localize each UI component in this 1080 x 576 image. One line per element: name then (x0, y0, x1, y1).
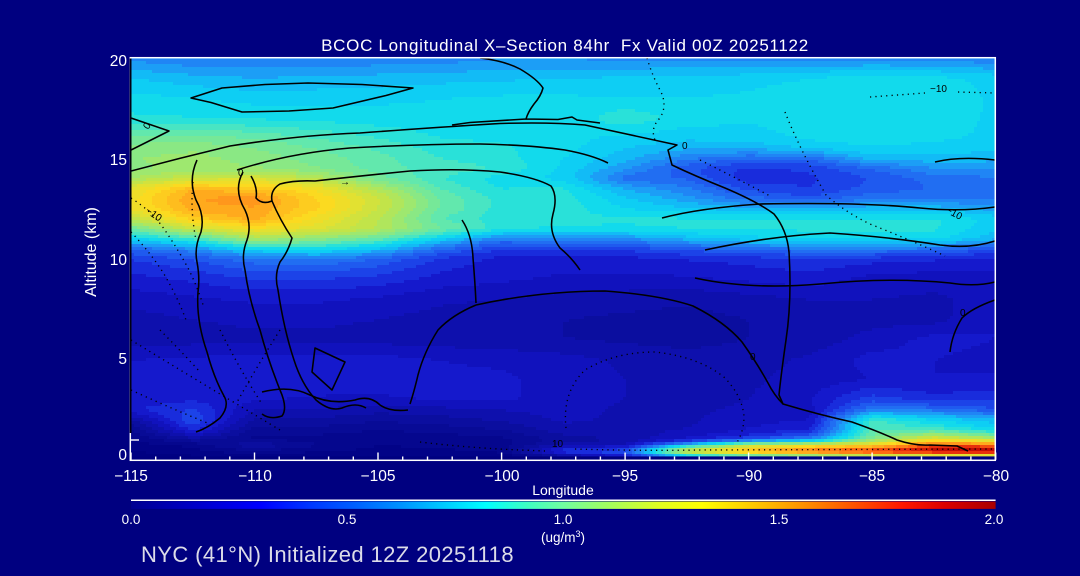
svg-text:−105: −105 (361, 468, 396, 485)
svg-text:5: 5 (118, 351, 127, 368)
svg-text:0: 0 (682, 141, 688, 152)
svg-text:−80: −80 (983, 468, 1010, 485)
svg-text:→: → (340, 177, 350, 188)
svg-text:NYC (41°N) Initialized 12Z 202: NYC (41°N) Initialized 12Z 20251118 (141, 542, 514, 567)
svg-text:0: 0 (960, 308, 966, 319)
svg-text:0: 0 (141, 120, 153, 131)
svg-text:−95: −95 (612, 468, 638, 485)
svg-text:−10: −10 (930, 84, 947, 95)
svg-text:10: 10 (110, 252, 128, 269)
svg-text:0: 0 (238, 168, 244, 179)
svg-text:20: 20 (110, 53, 128, 70)
svg-text:Longitude: Longitude (532, 482, 594, 498)
svg-text:0.5: 0.5 (338, 512, 357, 527)
svg-text:−90: −90 (736, 468, 763, 485)
svg-text:Altitude (km): Altitude (km) (83, 207, 100, 297)
svg-text:15: 15 (110, 152, 127, 169)
svg-text:(ug/m3): (ug/m3) (541, 529, 585, 545)
svg-text:10: 10 (552, 439, 564, 450)
svg-text:1.5: 1.5 (770, 512, 789, 527)
svg-text:−85: −85 (859, 468, 885, 485)
svg-text:−110: −110 (238, 468, 272, 485)
svg-text:−100: −100 (485, 468, 520, 485)
svg-text:0: 0 (750, 352, 756, 363)
svg-text:0.0: 0.0 (122, 512, 141, 527)
svg-text:BCOC Longitudinal X–Section 84: BCOC Longitudinal X–Section 84hr Fx Vali… (321, 36, 809, 55)
svg-text:2.0: 2.0 (985, 512, 1004, 527)
svg-text:0: 0 (118, 447, 127, 464)
svg-text:−115: −115 (114, 468, 148, 485)
svg-text:1.0: 1.0 (554, 512, 573, 527)
